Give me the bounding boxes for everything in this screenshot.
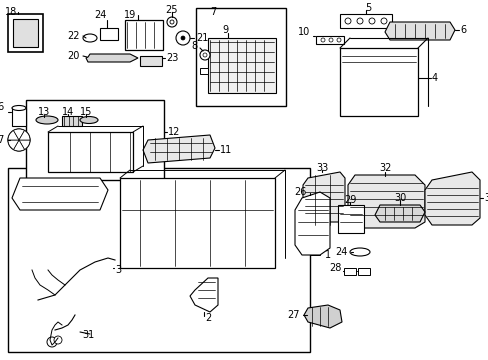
Bar	[343, 268, 355, 275]
Circle shape	[176, 31, 190, 45]
Circle shape	[170, 20, 174, 24]
Ellipse shape	[83, 34, 97, 42]
Polygon shape	[347, 175, 424, 228]
Text: 13: 13	[38, 107, 50, 117]
Text: 26: 26	[293, 187, 305, 197]
Text: 3: 3	[115, 265, 121, 275]
Text: 14: 14	[62, 107, 74, 117]
Text: 7: 7	[209, 7, 216, 17]
Text: 5: 5	[364, 3, 370, 13]
Text: 8: 8	[191, 41, 198, 51]
Ellipse shape	[36, 116, 58, 124]
Text: 10: 10	[297, 27, 309, 37]
Text: 30: 30	[393, 193, 406, 203]
Text: 24: 24	[335, 247, 347, 257]
Polygon shape	[86, 54, 138, 62]
Circle shape	[336, 38, 340, 42]
Bar	[196, 8, 285, 106]
Polygon shape	[294, 192, 329, 255]
Bar	[120, 178, 274, 268]
Bar	[48, 132, 133, 172]
Circle shape	[320, 38, 325, 42]
Text: 20: 20	[67, 51, 80, 61]
Wedge shape	[8, 140, 19, 149]
Bar	[13, 19, 38, 47]
Circle shape	[356, 18, 362, 24]
Text: 32: 32	[378, 163, 390, 173]
Wedge shape	[19, 140, 30, 149]
Wedge shape	[14, 129, 24, 140]
Bar	[8, 168, 309, 352]
Circle shape	[14, 135, 24, 145]
Circle shape	[368, 18, 374, 24]
Bar	[339, 48, 417, 116]
Text: 6: 6	[459, 25, 465, 35]
Text: 17: 17	[0, 135, 5, 145]
Wedge shape	[8, 130, 19, 140]
Wedge shape	[19, 130, 30, 140]
Bar	[140, 56, 162, 66]
Text: 2: 2	[204, 313, 211, 323]
Polygon shape	[142, 135, 215, 163]
Bar	[357, 268, 369, 275]
Polygon shape	[12, 178, 108, 210]
Ellipse shape	[349, 248, 369, 256]
Text: 33: 33	[315, 163, 327, 173]
Text: 24: 24	[94, 10, 106, 20]
Text: 19: 19	[123, 10, 136, 20]
Polygon shape	[304, 305, 341, 328]
Polygon shape	[424, 172, 479, 225]
Circle shape	[47, 337, 57, 347]
Text: 31: 31	[82, 330, 95, 340]
Bar	[339, 14, 391, 28]
Polygon shape	[374, 205, 424, 222]
Text: 4: 4	[431, 73, 437, 83]
Text: 11: 11	[220, 145, 232, 155]
Bar	[125, 20, 163, 50]
Bar	[337, 205, 363, 233]
Circle shape	[167, 17, 177, 27]
Text: 12: 12	[168, 127, 180, 137]
Circle shape	[380, 18, 386, 24]
Bar	[62, 116, 82, 126]
Text: 28: 28	[329, 263, 341, 273]
Text: 15: 15	[80, 107, 92, 117]
Ellipse shape	[12, 105, 26, 111]
Circle shape	[8, 129, 30, 151]
Text: 29: 29	[343, 195, 355, 205]
Text: 9: 9	[222, 25, 227, 35]
Text: 18: 18	[5, 7, 17, 17]
Text: 34: 34	[483, 193, 488, 203]
Text: 23: 23	[165, 53, 178, 63]
Text: 22: 22	[67, 31, 80, 41]
Text: 16: 16	[0, 102, 5, 112]
Polygon shape	[384, 22, 454, 40]
Polygon shape	[190, 278, 218, 312]
Circle shape	[54, 336, 62, 344]
Bar	[207, 38, 275, 93]
Bar	[315, 36, 343, 44]
Polygon shape	[303, 172, 345, 222]
Circle shape	[345, 18, 350, 24]
Bar	[26, 100, 163, 180]
Text: 25: 25	[165, 5, 178, 15]
Circle shape	[200, 50, 209, 60]
Wedge shape	[14, 140, 24, 151]
Ellipse shape	[80, 117, 98, 123]
Text: 21: 21	[196, 33, 208, 43]
Circle shape	[328, 38, 332, 42]
Bar	[100, 28, 118, 40]
Bar	[12, 108, 26, 126]
Bar	[8, 14, 43, 52]
Circle shape	[203, 53, 206, 57]
Bar	[200, 68, 207, 74]
Text: 1: 1	[325, 250, 330, 260]
Circle shape	[181, 36, 184, 40]
Text: 27: 27	[287, 310, 299, 320]
